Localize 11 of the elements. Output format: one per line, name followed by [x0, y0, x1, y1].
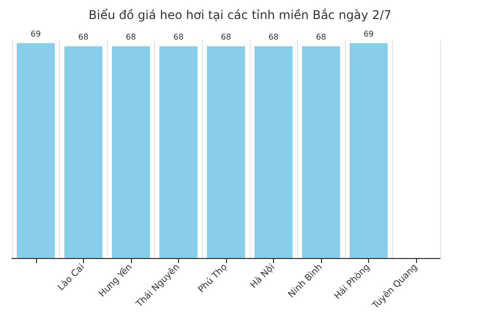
data-label: 68 [316, 32, 326, 42]
chart-title: Biểu đồ giá heo hơi tại các tỉnh miền Bắc ngày 2/7 [88, 8, 392, 22]
data-label: 68 [78, 32, 88, 42]
data-label: 69 [30, 30, 41, 39]
data-label: 68 [268, 32, 279, 42]
data-label: 69 [364, 30, 374, 39]
x-tick-label: Lào Cai [56, 262, 87, 293]
data-label: 68 [220, 32, 232, 42]
data-label: 68 [126, 32, 136, 42]
x-tick-label: Hà Nội [248, 262, 278, 291]
data-label: 68 [173, 32, 184, 42]
